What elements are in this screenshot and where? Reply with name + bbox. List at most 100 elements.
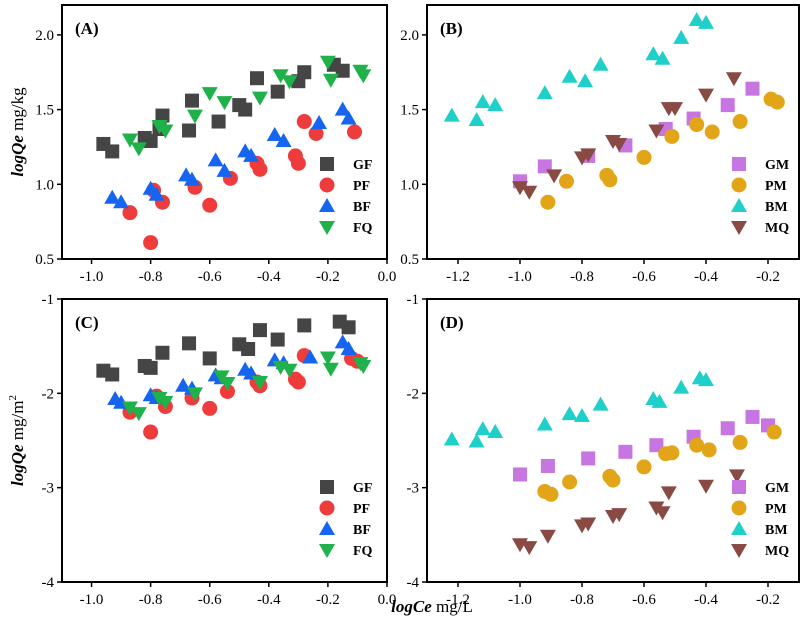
- legend-label-gf: GF: [353, 158, 372, 173]
- panel-b: -1.2 -1.0 -0.8 -0.6 -0.4 -0.2 0.5 1.0 1.5 2.0 (B) G…: [400, 4, 800, 285]
- legend-marker-bf: [319, 198, 335, 212]
- data-point-fq: [322, 362, 339, 377]
- y-tick-label: -4: [407, 575, 420, 591]
- legend-label-bf: BF: [353, 200, 371, 215]
- data-point-mq: [648, 124, 665, 139]
- data-point-gm: [720, 98, 735, 113]
- data-point-mq: [580, 517, 597, 532]
- legend: GF PF BF FQ: [319, 480, 373, 559]
- data-point-pm: [540, 194, 556, 210]
- series-pm: [537, 424, 782, 502]
- data-point-bm: [474, 421, 491, 436]
- x-tick-label: -1.0: [80, 592, 104, 608]
- data-point-bm: [673, 379, 690, 394]
- series-mq: [512, 72, 742, 200]
- data-point-pm: [562, 474, 578, 490]
- x-tick-label: -0.6: [198, 269, 222, 285]
- y-tick-label: 1.0: [400, 177, 419, 193]
- data-point-gf: [250, 71, 264, 86]
- y-tick-label: -4: [42, 575, 55, 591]
- data-point-pm: [664, 128, 680, 144]
- panel-tag: (C): [75, 313, 99, 332]
- x-tick-label: -1.0: [508, 592, 532, 608]
- data-point-gf: [241, 341, 256, 356]
- data-point-mq: [512, 181, 528, 196]
- data-point-gm: [581, 451, 596, 466]
- data-point-mq: [611, 137, 628, 152]
- data-point-bf: [334, 101, 351, 116]
- data-point-bf: [311, 115, 328, 130]
- data-point-gf: [182, 336, 197, 351]
- data-point-mq: [539, 529, 556, 544]
- y-tick-label: 2.0: [400, 28, 419, 44]
- y-tick-label: 0.5: [400, 252, 419, 268]
- data-point-pm: [664, 445, 680, 461]
- x-tick-label: -0.4: [257, 592, 281, 608]
- legend-marker-gm: [732, 480, 746, 494]
- data-point-fq: [281, 363, 298, 378]
- data-point-fq: [121, 133, 138, 148]
- data-point-pm: [636, 459, 652, 475]
- data-point-bm: [688, 11, 705, 26]
- data-point-fq: [319, 351, 336, 366]
- data-point-fq: [322, 73, 339, 88]
- data-point-bm: [577, 73, 594, 88]
- series-gm: [513, 409, 775, 482]
- data-point-pf: [347, 124, 362, 140]
- data-point-pf: [290, 374, 306, 390]
- series-mq: [512, 469, 745, 556]
- data-point-bf: [243, 147, 260, 162]
- data-point-bm: [487, 97, 504, 112]
- data-point-mq: [654, 506, 671, 521]
- legend-label-pm: PM: [765, 502, 787, 517]
- data-point-fq: [157, 395, 174, 410]
- data-point-gm: [745, 409, 760, 424]
- legend-marker-pm: [731, 500, 747, 516]
- data-point-gf: [297, 65, 312, 80]
- legend-marker-bf: [319, 521, 335, 535]
- x-tick-label: -0.8: [139, 592, 163, 608]
- data-point-pm: [701, 442, 717, 458]
- y-tick-label: 1.5: [400, 103, 419, 119]
- legend-label-mq: MQ: [765, 221, 789, 236]
- data-point-gf: [155, 108, 170, 123]
- legend-marker-bm: [731, 521, 747, 535]
- y-tick-label: 2.0: [35, 28, 54, 44]
- data-point-gm: [513, 467, 527, 482]
- legend-label-pf: PF: [353, 502, 370, 517]
- panel-tag: (D): [440, 313, 464, 332]
- series-fq: [121, 351, 372, 422]
- data-point-fq: [201, 87, 218, 102]
- data-point-gm: [720, 421, 735, 436]
- data-point-bm: [574, 407, 590, 422]
- series-bm: [443, 370, 714, 448]
- y-tick-label: 1.5: [35, 103, 54, 119]
- legend-label-gm: GM: [765, 158, 789, 173]
- data-point-fq: [121, 401, 138, 416]
- data-point-gm: [745, 81, 760, 96]
- plot-frame: [426, 4, 800, 260]
- legend: GM PM BM MQ: [731, 480, 789, 559]
- data-point-gf: [335, 63, 350, 78]
- data-point-fq: [251, 376, 268, 391]
- data-point-bm: [443, 107, 460, 122]
- data-point-pf: [202, 400, 218, 416]
- data-point-gf: [341, 320, 356, 335]
- series-gf: [96, 314, 356, 382]
- legend-label-gm: GM: [765, 481, 789, 496]
- legend-marker-fq: [319, 544, 335, 558]
- data-point-bf: [207, 152, 224, 167]
- data-point-bm: [698, 372, 714, 387]
- legend-marker-mq: [731, 221, 747, 235]
- data-point-bf: [275, 132, 292, 147]
- data-point-bm: [592, 56, 609, 71]
- data-point-pm: [732, 434, 748, 450]
- series-bf: [104, 101, 357, 209]
- data-point-pf: [122, 205, 138, 221]
- data-point-mq: [698, 479, 714, 494]
- data-point-pm: [689, 437, 705, 453]
- y-tick-label: -1: [407, 292, 420, 308]
- legend-marker-gf: [320, 480, 334, 494]
- data-point-pm: [636, 149, 652, 165]
- data-point-gf: [105, 367, 120, 382]
